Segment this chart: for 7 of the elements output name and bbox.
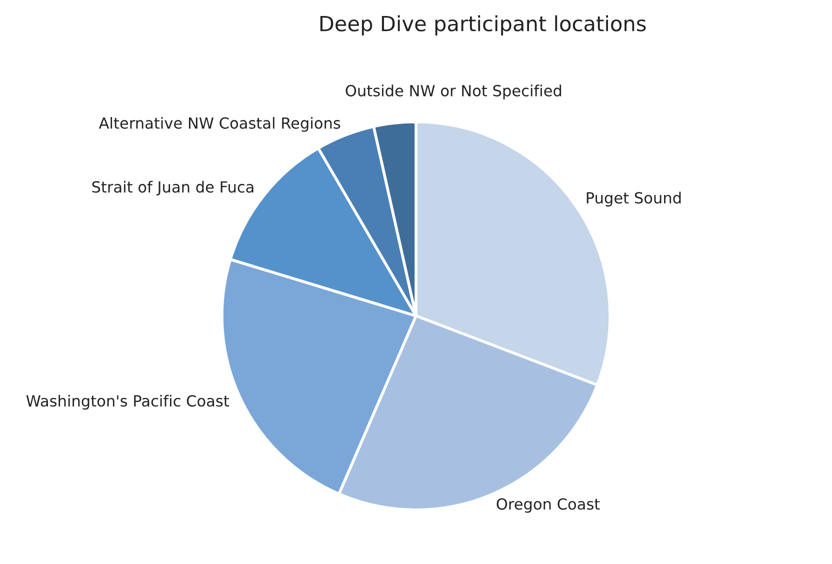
slice-label: Outside NW or Not Specified	[346, 84, 562, 100]
slice-label: Washington's Pacific Coast	[26, 394, 230, 410]
chart-title: Deep Dive participant locations	[320, 15, 646, 36]
slice-label: Puget Sound	[586, 192, 681, 207]
slice-label: Oregon Coast	[496, 498, 600, 513]
slice-label: Strait of Juan de Fuca	[92, 180, 254, 196]
slice-label: Alternative NW Coastal Regions	[98, 116, 340, 132]
